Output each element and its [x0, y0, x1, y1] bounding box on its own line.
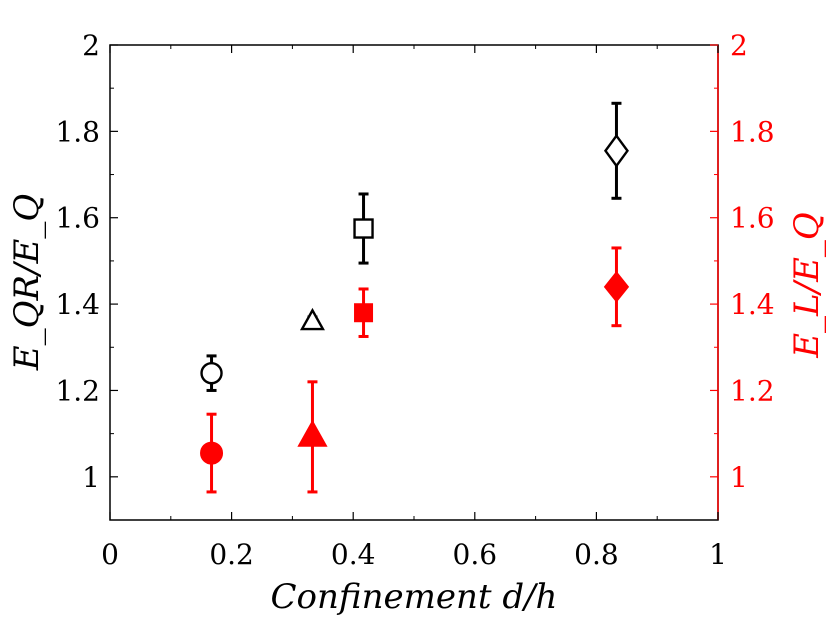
filled-square-marker [354, 303, 374, 323]
data-markers [200, 133, 630, 465]
y-right-tick-label: 1.2 [730, 374, 775, 407]
error-bars [206, 101, 622, 494]
filled-triangle-marker [297, 419, 328, 447]
x-tick-label: 0.4 [331, 538, 376, 571]
open-square-marker [353, 218, 374, 239]
x-axis-title: Confinement d/h [271, 577, 558, 617]
y-right-tick-label: 1.4 [730, 288, 775, 321]
y-left-tick-label: 2 [82, 29, 100, 62]
y-left-tick-label: 1.4 [55, 288, 100, 321]
axis-ticks [109, 44, 719, 520]
x-tick-label: 0 [101, 538, 119, 571]
y-left-tick-label: 1 [82, 461, 100, 494]
y-right-tick-label: 1.6 [730, 202, 775, 235]
y-axis-right-title: E_L/E_Q [787, 212, 827, 359]
y-left-tick-label: 1.6 [55, 202, 100, 235]
open-circle-marker [200, 361, 223, 385]
y-right-tick-label: 1.8 [730, 115, 775, 148]
y-right-tick-label: 2 [730, 29, 748, 62]
filled-circle-marker [200, 441, 224, 465]
open-diamond-marker [603, 133, 629, 168]
y-left-tick-label: 1.2 [55, 374, 100, 407]
x-tick-label: 0.2 [209, 538, 254, 571]
open-triangle-marker [299, 307, 325, 331]
x-tick-label: 0.8 [574, 538, 619, 571]
y-left-tick-label: 1.8 [55, 115, 100, 148]
filled-diamond-marker [603, 271, 630, 303]
x-tick-label: 0.6 [453, 538, 498, 571]
y-axis-left-title: E_QR/E_Q [7, 194, 47, 371]
x-tick-label: 1 [709, 538, 727, 571]
tick-labels: 0 0.2 0.4 0.6 0.8 1 1 1.2 1.4 1.6 1.8 2 1 1.2 1.4 1.6 1.… [55, 29, 774, 571]
y-right-tick-label: 1 [730, 461, 748, 494]
